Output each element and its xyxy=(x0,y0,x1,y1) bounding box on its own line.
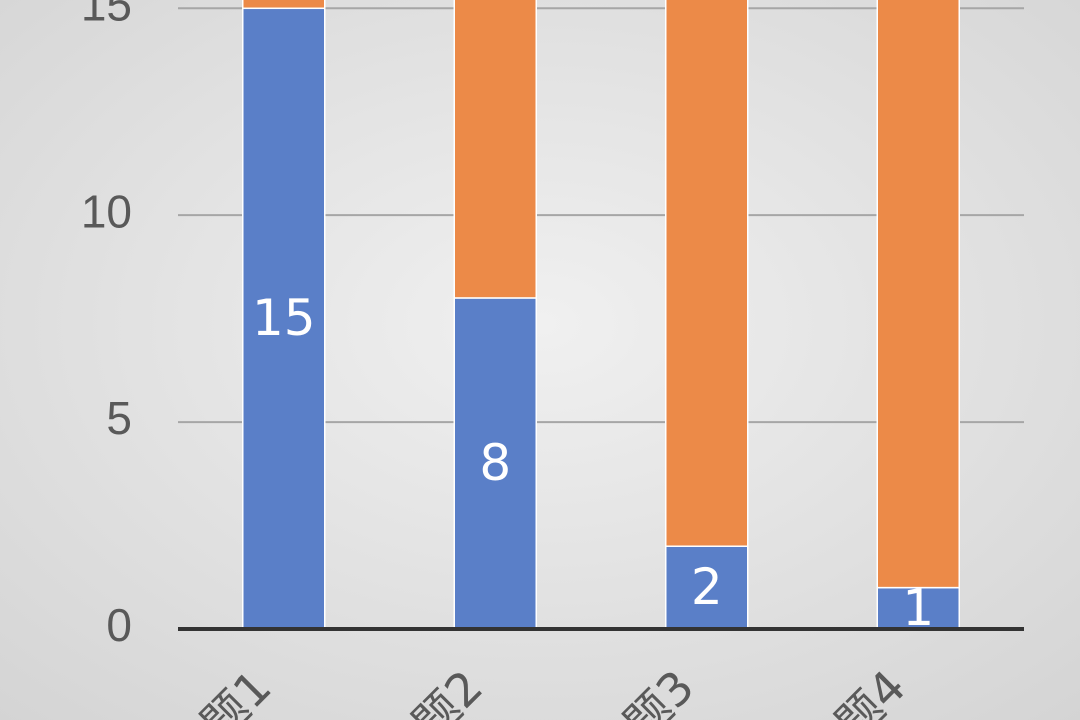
value-label: 15 xyxy=(252,289,316,347)
bar-segment xyxy=(876,0,960,589)
bar-segment xyxy=(876,586,960,630)
y-tick-label: 0 xyxy=(106,599,132,651)
bar-segment xyxy=(242,0,326,10)
bar-segment xyxy=(453,297,537,630)
bars xyxy=(242,0,960,630)
bar-segment xyxy=(453,0,537,299)
y-tick-label: 15 xyxy=(81,0,132,30)
value-label: 8 xyxy=(479,434,511,492)
bar-segment xyxy=(665,545,749,630)
value-label: 2 xyxy=(691,558,723,616)
y-tick-label: 5 xyxy=(106,392,132,444)
y-tick-label: 10 xyxy=(81,185,132,237)
bar-segment xyxy=(665,0,749,547)
